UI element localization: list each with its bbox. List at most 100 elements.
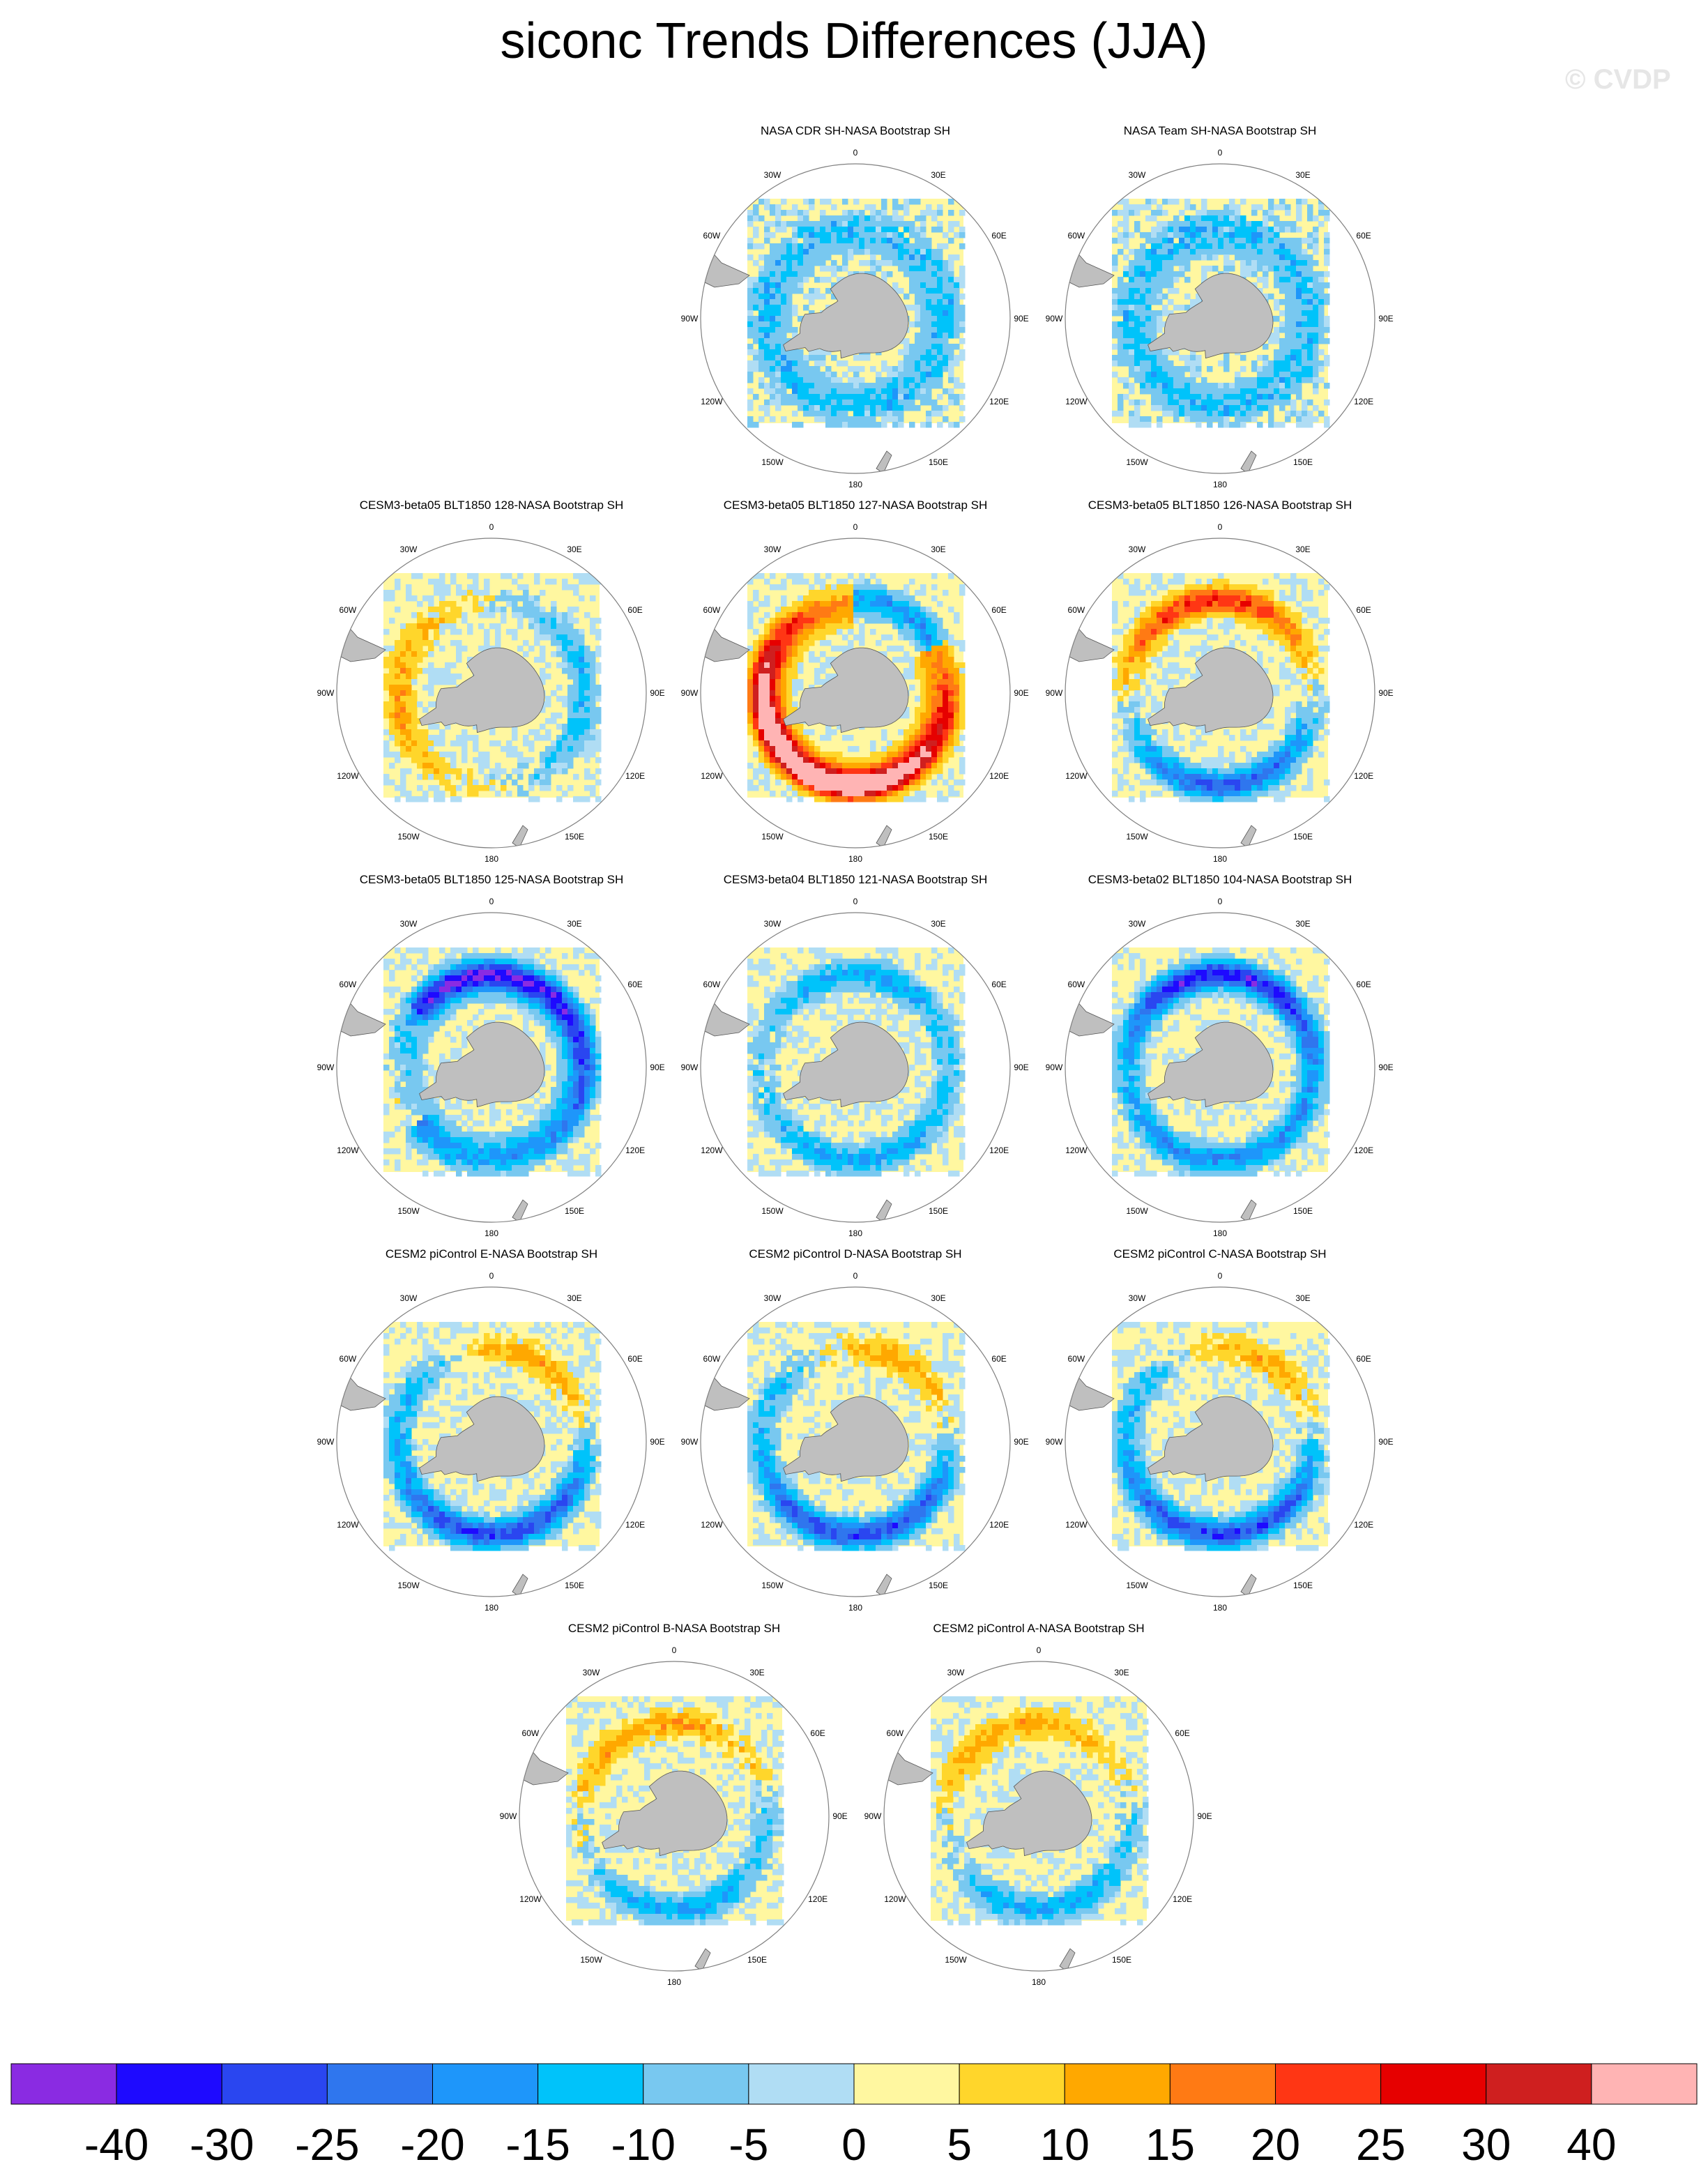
grid-cell <box>1134 227 1141 233</box>
grid-cell <box>837 388 843 395</box>
grid-cell <box>1313 372 1319 378</box>
grid-cell <box>792 238 798 244</box>
grid-cell <box>898 629 904 635</box>
grid-cell <box>948 316 954 322</box>
grid-cell <box>842 238 848 244</box>
grid-cell <box>1302 690 1308 697</box>
grid-cell <box>1246 595 1252 602</box>
grid-cell <box>920 646 927 652</box>
grid-cell <box>1118 310 1124 317</box>
grid-cell <box>954 333 960 339</box>
grid-cell <box>1290 277 1297 283</box>
grid-cell <box>1263 607 1269 613</box>
grid-cell <box>775 254 781 261</box>
grid-cell <box>920 796 927 802</box>
grid-cell <box>1246 601 1252 607</box>
grid-cell <box>959 685 966 691</box>
grid-cell <box>931 618 938 624</box>
grid-cell <box>943 729 949 736</box>
grid-cell <box>798 763 804 769</box>
grid-cell <box>1296 260 1302 266</box>
grid-cell <box>417 746 423 752</box>
grid-cell <box>803 254 809 261</box>
grid-cell <box>478 607 485 613</box>
grid-cell <box>1129 735 1135 741</box>
grid-cell <box>1285 707 1291 713</box>
grid-cell <box>1290 249 1297 255</box>
grid-cell <box>584 701 590 708</box>
longitude-label: 90W <box>317 688 335 698</box>
grid-cell <box>825 752 832 758</box>
grid-cell <box>920 327 927 333</box>
grid-cell <box>903 394 910 400</box>
grid-cell <box>831 227 837 233</box>
grid-cell <box>792 227 798 233</box>
grid-cell <box>792 746 798 752</box>
grid-cell <box>567 651 574 657</box>
grid-cell <box>1145 662 1152 669</box>
grid-cell <box>825 779 832 786</box>
grid-cell <box>595 618 602 624</box>
grid-cell <box>1134 305 1141 311</box>
grid-cell <box>848 629 854 635</box>
grid-cell <box>937 668 943 674</box>
grid-cell <box>842 360 848 367</box>
grid-cell <box>898 796 904 802</box>
grid-cell <box>1307 333 1313 339</box>
grid-cell <box>837 360 843 367</box>
grid-cell <box>1196 668 1202 674</box>
grid-cell <box>920 355 927 361</box>
grid-cell <box>411 640 418 646</box>
grid-cell <box>1151 260 1157 266</box>
grid-cell <box>1118 333 1124 339</box>
grid-cell <box>915 394 921 400</box>
grid-cell <box>1324 316 1330 322</box>
grid-cell <box>876 388 882 395</box>
grid-cell <box>937 752 943 758</box>
grid-cell <box>1318 590 1325 596</box>
grid-cell <box>1229 623 1235 630</box>
grid-cell <box>411 673 418 680</box>
grid-cell <box>1151 590 1157 596</box>
grid-cell <box>1145 685 1152 691</box>
grid-cell <box>859 584 865 591</box>
grid-cell <box>1268 199 1274 205</box>
grid-cell <box>747 321 754 328</box>
grid-cell <box>1324 254 1330 261</box>
grid-cell <box>473 735 479 741</box>
grid-cell <box>1285 321 1291 328</box>
grid-cell <box>920 310 927 317</box>
grid-cell <box>1179 210 1185 216</box>
grid-cell <box>1318 360 1325 367</box>
grid-cell <box>870 768 876 775</box>
grid-cell <box>948 199 954 205</box>
grid-cell <box>1285 249 1291 255</box>
grid-cell <box>389 657 395 663</box>
grid-cell <box>1145 646 1152 652</box>
grid-cell <box>1145 623 1152 630</box>
grid-cell <box>831 646 837 652</box>
grid-cell <box>1134 685 1141 691</box>
grid-cell <box>853 746 860 752</box>
grid-cell <box>909 668 915 674</box>
grid-cell <box>753 327 759 333</box>
grid-cell <box>1145 355 1152 361</box>
grid-cell <box>411 662 418 669</box>
grid-cell <box>1123 668 1129 674</box>
grid-cell <box>775 763 781 769</box>
grid-cell <box>1223 388 1230 395</box>
grid-cell <box>484 634 490 641</box>
grid-cell <box>406 590 412 596</box>
grid-cell <box>959 321 966 328</box>
grid-cell <box>775 651 781 657</box>
grid-cell <box>1279 422 1286 428</box>
grid-cell <box>1307 210 1313 216</box>
map-panels: NASA CDR SH-NASA Bootstrap SH 0 30E 60E 90E 1… <box>317 124 1394 1987</box>
grid-cell <box>909 623 915 630</box>
grid-cell <box>903 227 910 233</box>
grid-cell <box>809 634 815 641</box>
grid-cell <box>915 310 921 317</box>
grid-cell <box>931 349 938 356</box>
grid-cell <box>820 779 826 786</box>
grid-cell <box>1145 215 1152 222</box>
